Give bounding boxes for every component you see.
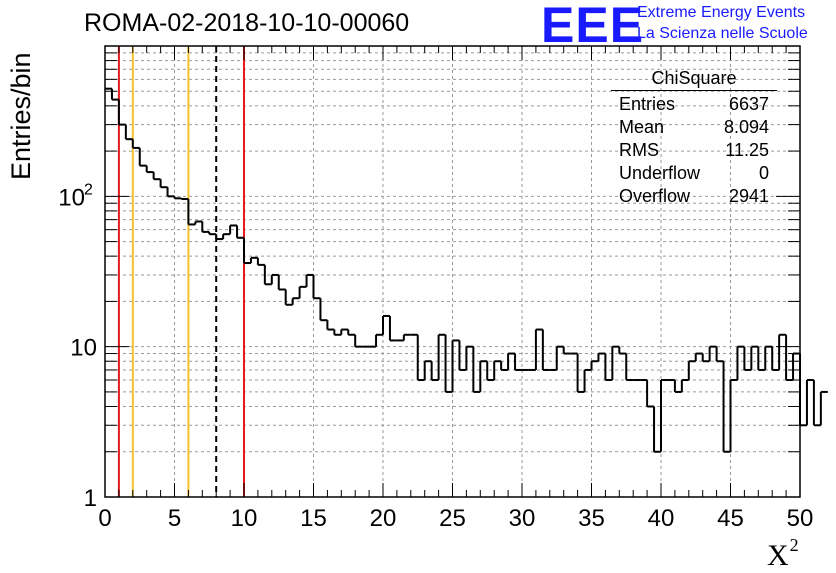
x-tick-label: 20 — [370, 505, 397, 532]
x-tick-label: 45 — [717, 505, 744, 532]
y-tick-label: 1 — [84, 485, 97, 512]
y-tick-exponent: 2 — [84, 181, 93, 198]
stats-label: RMS — [619, 140, 659, 160]
logo-subtitle-line1: Extreme Energy Events — [637, 4, 806, 21]
stats-row-rms: RMS 11.25 — [611, 139, 777, 162]
grid — [105, 46, 800, 497]
stats-row-underflow: Underflow 0 — [611, 162, 777, 185]
y-tick-label: 10 — [70, 335, 97, 362]
stats-row-mean: Mean 8.094 — [611, 116, 777, 139]
x-tick-label: 0 — [98, 505, 111, 532]
x-tick-label: 50 — [787, 505, 814, 532]
stats-value: 8.094 — [723, 117, 769, 137]
x-tick-label: 15 — [300, 505, 327, 532]
stats-box: ChiSquare Entries 6637 Mean 8.094 RMS 11.25… — [611, 66, 777, 208]
stats-row-overflow: Overflow 2941 — [611, 185, 777, 208]
eee-logo-mark: EEE — [541, 0, 645, 53]
x-tick-label: 10 — [231, 505, 258, 532]
x-tick-label: 5 — [168, 505, 181, 532]
x-axis-label-exponent: 2 — [789, 535, 799, 555]
stats-label: Entries — [619, 94, 676, 114]
x-tick-label: 35 — [578, 505, 605, 532]
logo-subtitle-line2: La Scienza nelle Scuole — [637, 25, 808, 42]
x-axis-label-base: X — [767, 539, 789, 572]
stats-value: 2941 — [728, 186, 769, 206]
y-tick-label: 10 — [58, 184, 85, 211]
stats-label: Underflow — [619, 163, 701, 183]
y-axis-ticks — [105, 52, 800, 498]
x-axis-ticks — [104, 46, 801, 497]
x-axis-label: X2 — [767, 535, 799, 573]
x-tick-label: 40 — [648, 505, 675, 532]
chart-title: ROMA-02-2018-10-10-00060 — [84, 9, 410, 37]
stats-value: 0 — [758, 163, 769, 183]
stats-value: 6637 — [728, 94, 769, 114]
stats-value: 11.25 — [725, 140, 769, 160]
stats-box-title: ChiSquare — [611, 66, 777, 91]
stats-row-entries: Entries 6637 — [611, 93, 777, 116]
stats-label: Overflow — [619, 186, 691, 206]
x-tick-label: 25 — [439, 505, 466, 532]
x-tick-label: 30 — [509, 505, 536, 532]
stats-label: Mean — [619, 117, 665, 137]
